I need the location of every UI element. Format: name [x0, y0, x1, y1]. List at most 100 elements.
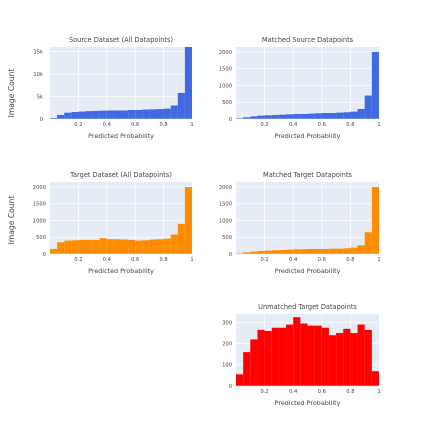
x-tick-label: 0.2: [74, 122, 82, 128]
histogram-bar: [113, 110, 121, 119]
histogram-bar: [271, 250, 279, 254]
y-tick-label: 1000: [219, 218, 232, 224]
x-tick-label: 0.6: [318, 257, 326, 263]
y-tick-label: 1000: [33, 218, 46, 224]
x-tick-label: 0.6: [131, 122, 139, 128]
histogram-bar: [236, 374, 244, 386]
histogram-bar: [357, 108, 365, 119]
histogram-bar: [293, 317, 301, 386]
x-tick-label: 0.6: [318, 389, 326, 395]
panel-source-all: 0 5k 10k 15k 0.2 0.4 0.6 0.8 1 Source Dataset (Al…: [33, 36, 193, 140]
histogram-bar: [343, 328, 351, 386]
histogram-bar: [128, 239, 136, 254]
histogram-bar: [250, 251, 258, 254]
plot-area: [50, 47, 192, 119]
histogram-bar: [163, 108, 171, 119]
histogram-bar: [99, 110, 107, 119]
panel-matched-source: 0 500 1000 1500 2000 0.2 0.4 0.6 0.8 1 Matched Sou…: [219, 36, 381, 140]
histogram-bar: [64, 112, 72, 119]
x-tick-label: 0.2: [260, 389, 268, 395]
histogram-bar: [163, 238, 171, 254]
histogram-bar: [121, 110, 129, 119]
histogram-bar: [128, 110, 136, 119]
x-tick-label: 0.8: [159, 122, 167, 128]
histogram-bar: [257, 250, 265, 254]
histogram-bar: [156, 239, 164, 254]
histogram-bar: [371, 371, 379, 386]
histogram-bar: [85, 239, 93, 254]
x-axis-title: Predicted Probability: [275, 399, 341, 407]
x-tick-label: 0.4: [289, 389, 298, 395]
histogram-bar: [149, 109, 157, 119]
x-tick-label: 0.6: [318, 122, 326, 128]
histogram-bar: [184, 187, 192, 254]
histogram-bar: [350, 111, 358, 119]
histogram-bar: [328, 248, 337, 254]
histogram-bar: [286, 324, 294, 386]
x-tick-label: 0.4: [289, 122, 298, 128]
histogram-bar: [371, 187, 379, 254]
y-tick-label: 500: [222, 100, 232, 106]
y-tick-label: 0: [229, 117, 232, 123]
histogram-bar: [350, 333, 358, 386]
histogram-bar: [307, 113, 315, 119]
histogram-bar: [106, 110, 114, 119]
histogram-bar: [314, 325, 322, 386]
histogram-bar: [257, 115, 265, 119]
histogram-bar: [85, 111, 93, 119]
histogram-bar: [57, 114, 65, 119]
y-tick-label: 0: [229, 384, 232, 390]
histogram-bar: [177, 92, 185, 119]
histogram-bar: [314, 248, 322, 254]
histogram-bar: [271, 327, 279, 386]
x-tick-label: 0.8: [159, 257, 167, 263]
x-tick-label: 0.6: [131, 257, 139, 263]
x-tick-label: 0.2: [74, 257, 82, 263]
histogram-bar: [113, 239, 121, 254]
x-tick-label: 1: [377, 257, 380, 263]
histogram-bar: [286, 114, 294, 119]
histogram-bar: [243, 117, 251, 119]
y-tick-label: 0: [43, 252, 46, 258]
histogram-bar: [328, 112, 337, 119]
histogram-bar: [364, 232, 372, 254]
y-tick-label: 10k: [33, 72, 43, 78]
histogram-bar: [328, 335, 337, 386]
histogram-bar: [149, 239, 157, 254]
panel-matched-target: 0 500 1000 1500 2000 0.2 0.4 0.6 0.8 1 Matched Tar…: [219, 171, 381, 275]
histogram-bar: [314, 113, 322, 119]
histogram-bar: [307, 248, 315, 254]
histogram-bar: [156, 109, 164, 119]
histogram-bar: [142, 240, 150, 254]
histogram-bar: [321, 327, 329, 386]
histogram-bar: [278, 114, 287, 119]
histogram-bar: [264, 250, 272, 254]
y-tick-label: 2000: [33, 185, 46, 191]
histogram-bar: [364, 95, 372, 119]
histogram-bar: [321, 112, 329, 119]
y-tick-label: 500: [222, 235, 232, 241]
histogram-bar: [300, 323, 308, 386]
histogram-bar: [293, 113, 301, 119]
y-tick-label: 1500: [219, 202, 232, 208]
plot-area: [236, 47, 379, 119]
histogram-bar: [286, 249, 294, 254]
histogram-bar: [92, 110, 100, 119]
histogram-bar: [371, 52, 379, 119]
y-tick-label: 300: [222, 320, 232, 326]
y-tick-label: 1000: [219, 83, 232, 89]
histogram-bar: [300, 249, 308, 254]
x-tick-label: 0.4: [103, 257, 112, 263]
histogram-bar: [106, 239, 114, 254]
x-tick-label: 0.8: [346, 389, 354, 395]
x-tick-label: 0.8: [346, 257, 354, 263]
x-axis-title: Predicted Probability: [275, 267, 341, 275]
histogram-bar: [278, 327, 287, 386]
histogram-bar: [250, 116, 258, 119]
histogram-bar: [264, 115, 272, 119]
histogram-bar: [135, 240, 143, 254]
histogram-bar: [357, 245, 365, 254]
histogram-bar: [293, 249, 301, 254]
x-axis-title: Predicted Probability: [88, 267, 154, 275]
